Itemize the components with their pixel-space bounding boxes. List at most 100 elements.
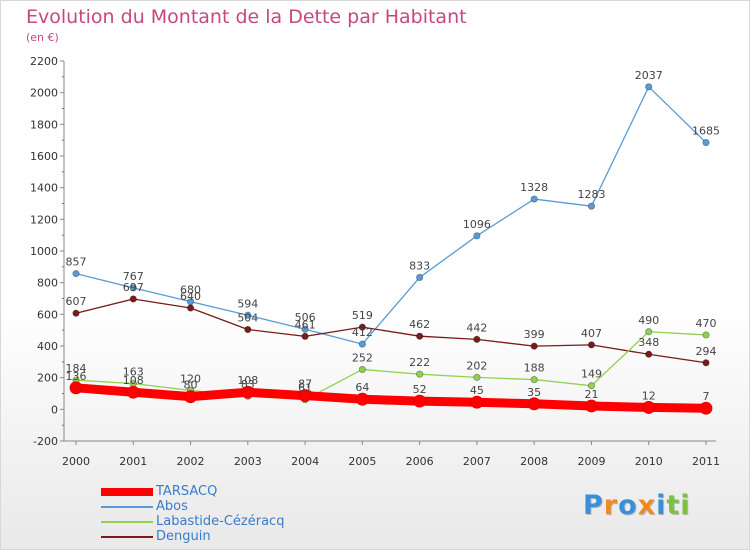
data-label: 52: [413, 383, 427, 396]
data-label: 108: [123, 374, 144, 387]
y-tick-label: 1600: [30, 150, 58, 163]
data-label: 607: [66, 295, 87, 308]
logo-letter: o: [618, 490, 638, 521]
data-point: [587, 341, 596, 349]
x-tick-label: 2003: [234, 455, 262, 468]
data-point: [358, 365, 366, 374]
data-label: 399: [524, 328, 545, 341]
legend-label: Denguin: [156, 529, 211, 544]
data-label: 461: [295, 318, 316, 331]
x-tick-label: 2000: [62, 455, 90, 468]
data-label: 80: [184, 379, 198, 392]
y-tick-label: 2200: [30, 55, 58, 68]
data-label: 184: [66, 362, 87, 375]
series-line-labastide-cézéracq: [75, 331, 707, 401]
data-label: 462: [409, 318, 430, 331]
x-tick-label: 2006: [406, 455, 434, 468]
data-point: [585, 399, 598, 413]
data-label: 833: [409, 259, 430, 272]
y-tick-label: 0: [51, 403, 58, 416]
series-line-denguin: [75, 298, 707, 364]
logo-letter: t: [666, 490, 681, 521]
y-tick-label: 1200: [30, 213, 58, 226]
y-tick-label: 1400: [30, 182, 58, 195]
x-tick-label: 2007: [463, 455, 491, 468]
data-label: 188: [524, 362, 545, 375]
data-point: [702, 359, 710, 367]
data-label: 506: [295, 311, 316, 324]
data-label: 149: [581, 368, 602, 381]
data-label: 87: [298, 378, 312, 391]
data-point: [129, 284, 137, 292]
y-tick-label: 600: [37, 308, 58, 321]
data-label: 470: [696, 317, 717, 330]
data-label: 108: [237, 374, 258, 387]
data-point: [527, 397, 541, 411]
data-label: 640: [180, 290, 201, 303]
data-label: 61: [298, 382, 312, 395]
data-label: 12: [642, 389, 656, 402]
data-point: [298, 389, 312, 402]
data-point: [186, 304, 195, 312]
x-tick-label: 2010: [635, 455, 663, 468]
y-tick-label: -200: [33, 435, 58, 448]
data-label: 1328: [520, 181, 548, 194]
legend-swatch: [101, 536, 153, 538]
data-point: [241, 385, 255, 399]
data-point: [645, 328, 653, 336]
data-point: [702, 138, 710, 147]
data-point: [473, 335, 481, 343]
data-point: [301, 325, 309, 333]
data-point: [416, 332, 424, 340]
data-point: [416, 370, 424, 378]
data-label: 680: [180, 284, 201, 297]
data-point: [473, 373, 481, 381]
x-tick-label: 2005: [348, 455, 376, 468]
data-label: 407: [581, 327, 602, 340]
data-point: [129, 295, 137, 303]
series-line-abos: [75, 86, 707, 345]
legend-label: TARSACQ: [156, 484, 218, 499]
data-label: 1283: [577, 188, 605, 201]
chart-title: Evolution du Montant de la Dette par Hab…: [26, 6, 467, 28]
legend-swatch: [101, 506, 153, 508]
data-point: [470, 395, 484, 409]
data-point: [126, 385, 140, 399]
data-point: [184, 390, 197, 404]
data-label: 442: [466, 321, 487, 334]
logo-letter: i: [680, 490, 691, 521]
y-tick-label: 800: [37, 277, 58, 290]
data-point: [72, 309, 80, 317]
data-label: 697: [123, 281, 144, 294]
y-tick-label: 2000: [30, 87, 58, 100]
data-label: 35: [527, 386, 541, 399]
data-point: [530, 195, 538, 203]
data-label: 64: [355, 381, 369, 394]
data-label: 504: [237, 312, 258, 325]
logo-letter: i: [656, 490, 667, 521]
data-point: [645, 83, 653, 91]
data-point: [416, 273, 424, 282]
data-label: 1685: [692, 125, 720, 138]
x-tick-label: 2004: [291, 455, 319, 468]
data-label: 1096: [463, 218, 491, 231]
data-point: [355, 392, 369, 406]
data-label: 490: [638, 314, 659, 327]
legend-swatch: [101, 488, 153, 496]
data-label: 252: [352, 351, 373, 364]
data-point: [301, 332, 309, 340]
x-tick-label: 2001: [119, 455, 147, 468]
logo-letter: r: [603, 490, 619, 521]
y-tick-label: 1000: [30, 245, 58, 258]
series-line-tarsacq: [71, 383, 711, 413]
data-label: 222: [409, 356, 430, 369]
data-label: 120: [180, 372, 201, 385]
data-point: [244, 325, 252, 334]
data-label: 202: [466, 359, 487, 372]
data-label: 7: [703, 390, 710, 403]
data-point: [413, 394, 427, 408]
legend-swatch: [101, 521, 153, 523]
logo-letter: P: [583, 490, 604, 521]
